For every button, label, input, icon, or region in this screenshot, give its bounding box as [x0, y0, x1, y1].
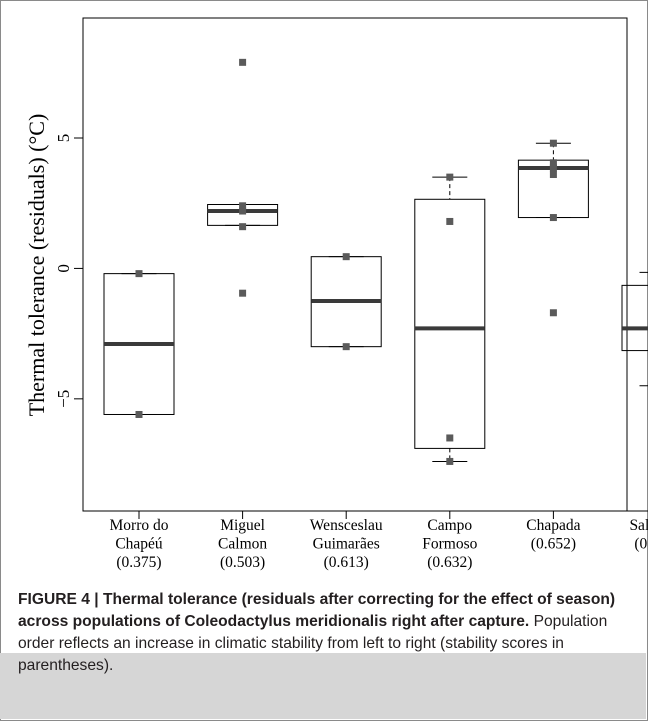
x-tick-label: Morro do: [110, 517, 169, 534]
x-tick-score: (0.652): [531, 536, 576, 553]
y-tick-label: −5: [54, 390, 73, 408]
data-point: [446, 457, 454, 465]
x-tick-label: Salvador: [629, 517, 648, 534]
caption-body: Population order reflects an increase in…: [18, 613, 608, 674]
x-tick-score: (0.503): [220, 554, 265, 571]
y-axis-label: Thermal tolerance (residuals) (°C): [24, 114, 49, 417]
x-tick-label: Miguel: [220, 517, 265, 534]
x-tick-label: Calmon: [218, 536, 267, 553]
data-point: [549, 214, 557, 222]
x-tick-label: Guimarães: [313, 536, 380, 553]
box-group: [207, 58, 279, 297]
data-point: [549, 309, 557, 317]
data-point: [239, 207, 247, 215]
box-iqr: [621, 284, 648, 352]
x-tick-label: Wensceslau: [310, 517, 383, 534]
data-point: [446, 434, 454, 442]
box-group: [103, 270, 175, 418]
box-iqr: [414, 198, 486, 449]
caption-title: FIGURE 4 | Thermal tolerance (residuals …: [18, 591, 616, 630]
x-tick-score: (0.739): [634, 536, 648, 553]
data-point: [239, 202, 247, 210]
data-point: [446, 217, 454, 225]
data-point: [549, 171, 557, 179]
data-point: [239, 223, 247, 231]
data-point: [549, 139, 557, 147]
y-axis: −5 0 5: [54, 134, 84, 408]
data-point: [342, 343, 350, 351]
data-point: [549, 164, 557, 172]
x-tick-score: (0.632): [427, 554, 472, 571]
box-group: [310, 253, 382, 351]
data-point: [135, 270, 143, 278]
y-tick-label: 0: [54, 264, 73, 273]
data-point: [446, 173, 454, 181]
x-tick-label: Chapéú: [115, 536, 163, 553]
box-group: [621, 271, 648, 387]
data-point: [239, 58, 247, 66]
data-point: [135, 410, 143, 418]
box-series: [103, 58, 648, 465]
x-tick-label: Chapada: [526, 517, 580, 534]
box-plot-chart: −505 Thermal tolerance (residuals) (°C) …: [24, 17, 648, 571]
caption-background: [0, 653, 646, 719]
data-point: [549, 159, 557, 167]
x-tick-label: Campo: [427, 517, 472, 534]
y-tick-label: 5: [54, 134, 73, 143]
x-tick-score: (0.613): [324, 554, 369, 571]
box-group: [517, 139, 589, 317]
figure-caption: FIGURE 4 | Thermal tolerance (residuals …: [18, 589, 630, 677]
x-axis-labels: Morro do Chapéú(0.375) Miguel Calmon(0.503)…: [110, 510, 648, 571]
data-point: [342, 253, 350, 261]
x-tick-score: (0.375): [116, 554, 161, 571]
box-group: [414, 173, 486, 465]
data-point: [239, 289, 247, 297]
x-tick-label: Formoso: [422, 536, 477, 553]
plot-area-border: [82, 17, 628, 512]
